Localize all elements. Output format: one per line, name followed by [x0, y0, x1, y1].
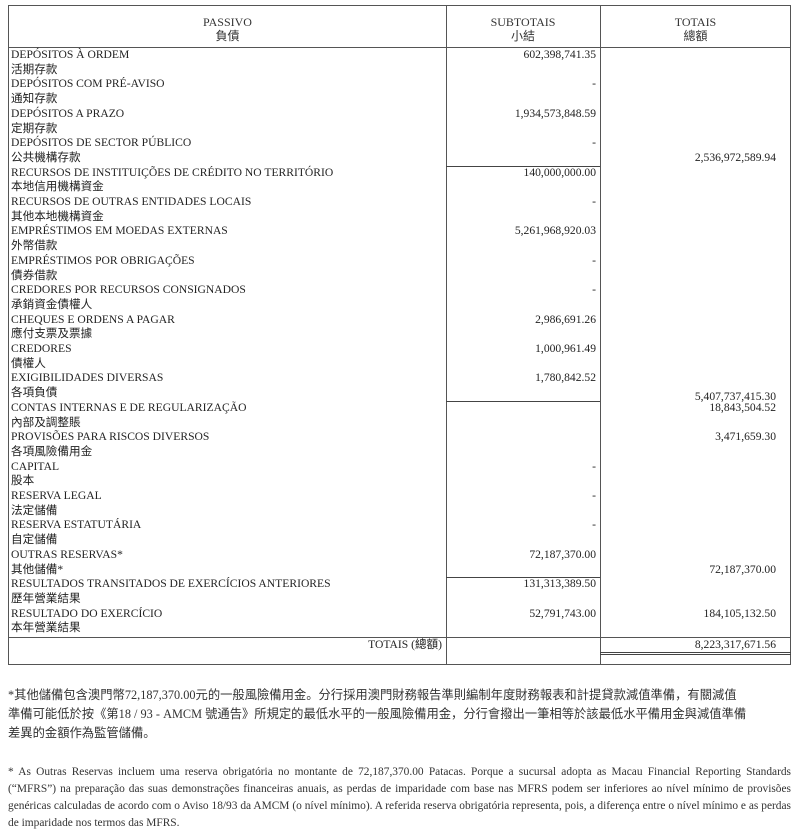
row-label-pt: PROVISÕES PARA RISCOS DIVERSOS	[11, 430, 210, 444]
row-label-cn: 歷年營業結果	[11, 591, 81, 605]
row-total: 2,536,972,589.94	[694, 150, 776, 164]
row-label-cn: 定期存款	[11, 121, 58, 135]
row-label-cn: 應付支票及票據	[11, 327, 93, 341]
row-label-pt: DEPÓSITOS A PRAZO	[11, 106, 125, 120]
row-label-cn: 通知存款	[11, 92, 58, 106]
row-label-pt: CREDORES POR RECURSOS CONSIGNADOS	[11, 283, 246, 297]
header-passivo: PASSIVO 負債	[9, 6, 446, 48]
row-label-cn: 股本	[11, 474, 35, 488]
header-subtotais-cn: 小結	[510, 29, 535, 43]
row-subtotal: -	[592, 253, 596, 267]
footnote-portuguese: * As Outras Reservas incluem uma reserva…	[8, 766, 791, 829]
row-label-cn: 本地信用機構資金	[11, 180, 104, 194]
row-label-pt: EMPRÉSTIMOS EM MOEDAS EXTERNAS	[11, 224, 228, 238]
header-subtotais-label: SUBTOTAIS	[490, 15, 556, 29]
row-label-pt: CAPITAL	[11, 459, 60, 473]
row-total: 5,407,737,415.30	[694, 390, 776, 404]
row-label-pt: RESERVA ESTATUTÁRIA	[11, 518, 142, 532]
row-label-pt: CHEQUES E ORDENS A PAGAR	[11, 312, 175, 326]
subtotal-group-divider	[446, 165, 600, 167]
row-label-pt: DEPÓSITOS COM PRÉ-AVISO	[11, 77, 165, 91]
header-passivo-cn: 負債	[215, 29, 240, 43]
row-label-cn: 公共機構存款	[11, 150, 81, 164]
row-label-pt: RESULTADO DO EXERCÍCIO	[11, 606, 163, 620]
row-subtotal	[446, 401, 596, 416]
row-subtotal: 72,187,370.00	[529, 547, 596, 561]
row-label-pt: OUTRAS RESERVAS*	[11, 547, 123, 561]
row-subtotal	[446, 430, 596, 445]
double-underline	[600, 652, 791, 655]
liabilities-table: PASSIVO 負債 SUBTOTAIS 小結 TOTAIS 總額 DEPÓSI…	[8, 5, 791, 665]
row-subtotal: 5,261,968,920.03	[514, 224, 596, 238]
row-label-pt: DEPÓSITOS À ORDEM	[11, 48, 130, 61]
header-passivo-label: PASSIVO	[203, 15, 252, 29]
row-label-pt: EXIGIBILIDADES DIVERSAS	[11, 371, 164, 385]
row-label-pt: EMPRÉSTIMOS POR OBRIGAÇÕES	[11, 253, 195, 267]
header-subtotais: SUBTOTAIS 小結	[446, 6, 600, 48]
row-total: 3,471,659.30	[715, 430, 776, 444]
row-subtotal: -	[592, 489, 596, 502]
subtotal-group-divider	[446, 577, 600, 579]
row-label-pt: RECURSOS DE OUTRAS ENTIDADES LOCAIS	[11, 195, 252, 208]
row-label-cn: 自定儲備	[11, 533, 58, 547]
row-label-cn: 承銷資金債權人	[11, 297, 93, 311]
row-label-cn: 活期存款	[11, 62, 58, 76]
row-label-pt: CONTAS INTERNAS E DE REGULARIZAÇÃO	[11, 400, 247, 414]
row-total: 184,105,132.50	[703, 606, 776, 620]
row-subtotal: 131,313,389.50	[523, 577, 596, 591]
row-subtotal: 602,398,741.35	[523, 48, 596, 61]
row-total: 72,187,370.00	[709, 562, 776, 576]
row-subtotal: 1,780,842.52	[535, 371, 596, 385]
row-subtotal: -	[592, 195, 596, 208]
column-divider	[600, 6, 601, 664]
row-label-pt: RECURSOS DE INSTITUIÇÕES DE CRÉDITO NO T…	[11, 165, 334, 179]
row-label-cn: 各項負債	[11, 386, 58, 400]
row-label-cn: 法定儲備	[11, 503, 58, 517]
row-label-pt: RESULTADOS TRANSITADOS DE EXERCÍCIOS ANT…	[11, 577, 331, 591]
header-totais-cn: 總額	[683, 29, 708, 43]
grand-total-label: TOTAIS (總額)	[368, 638, 442, 651]
grand-total-value: 8,223,317,671.56	[694, 638, 776, 651]
row-subtotal: 52,791,743.00	[529, 606, 596, 620]
footnote-chinese: *其他儲備包含澳門幣72,187,370.00元的一般風險備用金。分行採用澳門財…	[8, 688, 747, 740]
row-label-pt: DEPÓSITOS DE SECTOR PÚBLICO	[11, 136, 192, 150]
row-subtotal: -	[592, 283, 596, 297]
subtotal-group-divider	[446, 400, 600, 402]
row-label-cn: 其他儲備*	[11, 562, 64, 576]
row-subtotal: 1,934,573,848.59	[514, 106, 596, 120]
row-total: 18,843,504.52	[709, 400, 776, 414]
row-label-cn: 本年營業結果	[11, 621, 81, 635]
row-subtotal: 140,000,000.00	[523, 165, 596, 179]
row-label-pt: RESERVA LEGAL	[11, 489, 102, 502]
header-totais-label: TOTAIS	[674, 15, 717, 29]
row-label-cn: 債權人	[11, 356, 46, 370]
row-label-pt: CREDORES	[11, 342, 72, 355]
header-totais: TOTAIS 總額	[600, 6, 791, 48]
row-label-cn: 內部及調整賬	[11, 415, 81, 429]
row-subtotal: -	[592, 459, 596, 473]
row-label-cn: 其他本地機構資金	[11, 209, 104, 223]
row-subtotal: 1,000,961.49	[535, 342, 596, 355]
totals-divider	[9, 637, 791, 638]
row-subtotal: -	[592, 77, 596, 91]
row-label-cn: 外幣借款	[11, 239, 58, 253]
row-subtotal: -	[592, 518, 596, 532]
row-label-cn: 債券借款	[11, 268, 58, 282]
row-label-cn: 各項風險備用金	[11, 444, 93, 458]
column-divider	[446, 6, 447, 664]
row-subtotal: -	[592, 136, 596, 150]
row-subtotal: 2,986,691.26	[535, 312, 596, 326]
